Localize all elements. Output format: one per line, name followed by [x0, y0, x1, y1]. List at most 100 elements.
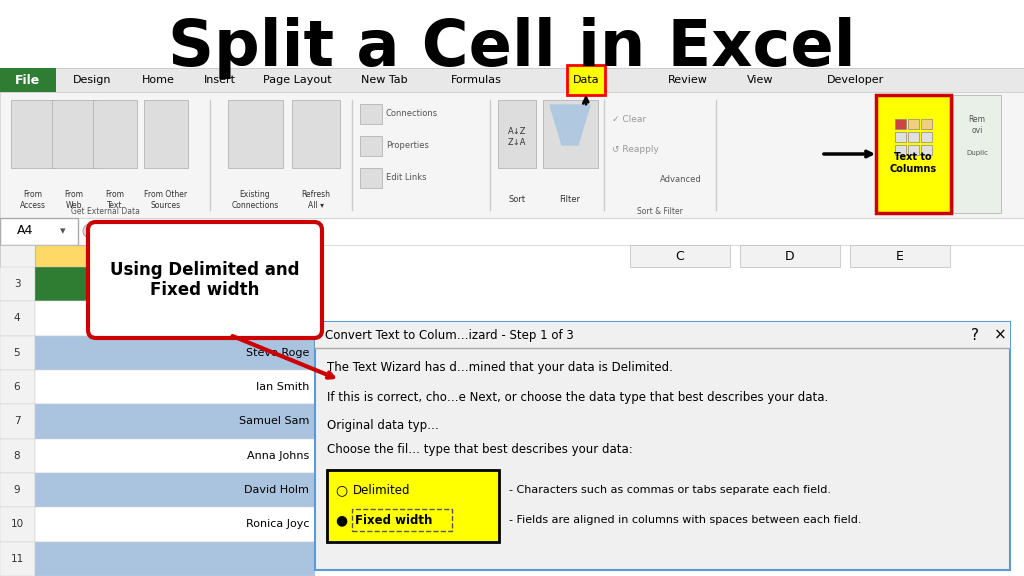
Text: C: C	[676, 249, 684, 263]
FancyBboxPatch shape	[876, 95, 951, 213]
Text: Page Layout: Page Layout	[262, 75, 332, 85]
Text: Formulas: Formulas	[451, 75, 502, 85]
FancyBboxPatch shape	[908, 145, 919, 155]
FancyBboxPatch shape	[543, 100, 598, 168]
FancyBboxPatch shape	[921, 132, 932, 142]
Text: Rem
ovi: Rem ovi	[969, 115, 985, 135]
Text: Home: Home	[142, 75, 175, 85]
Text: Advanced: Advanced	[660, 176, 701, 184]
FancyBboxPatch shape	[35, 473, 315, 507]
Text: Name: Name	[273, 279, 309, 289]
Text: If this is correct, cho…e Next, or choose the data type that best describes your: If this is correct, cho…e Next, or choos…	[327, 391, 828, 404]
Text: D: D	[785, 249, 795, 263]
Text: Duplic: Duplic	[966, 150, 988, 156]
Text: File: File	[15, 74, 41, 86]
FancyBboxPatch shape	[0, 370, 35, 404]
Text: 10: 10	[10, 520, 24, 529]
Text: Design: Design	[73, 75, 112, 85]
FancyBboxPatch shape	[315, 322, 1010, 348]
Text: Fixed width: Fixed width	[355, 513, 432, 526]
Text: David Holm: David Holm	[244, 485, 309, 495]
FancyBboxPatch shape	[35, 370, 315, 404]
Text: Sort: Sort	[509, 195, 525, 204]
Text: 8: 8	[13, 450, 20, 461]
Text: A4: A4	[16, 225, 33, 237]
FancyBboxPatch shape	[327, 470, 499, 542]
Text: 11: 11	[10, 554, 24, 564]
FancyBboxPatch shape	[850, 245, 950, 267]
FancyBboxPatch shape	[360, 168, 382, 188]
FancyBboxPatch shape	[35, 245, 315, 267]
Text: E: E	[896, 249, 904, 263]
Text: ✓ Clear: ✓ Clear	[612, 116, 646, 124]
FancyBboxPatch shape	[0, 404, 35, 439]
Text: 6: 6	[13, 382, 20, 392]
Text: Choose the fil… type that best describes your data:: Choose the fil… type that best describes…	[327, 444, 633, 457]
Text: Split a Cell in Excel: Split a Cell in Excel	[168, 17, 856, 79]
Text: ×: ×	[993, 328, 1007, 343]
FancyBboxPatch shape	[0, 439, 35, 473]
Text: Data: Data	[572, 75, 599, 85]
Text: Harry Potte: Harry Potte	[246, 313, 309, 323]
Text: Convert Text to Colum…izard - Step 1 of 3: Convert Text to Colum…izard - Step 1 of …	[325, 328, 573, 342]
Text: From
Access: From Access	[19, 190, 46, 210]
FancyBboxPatch shape	[921, 145, 932, 155]
FancyBboxPatch shape	[0, 218, 78, 245]
FancyBboxPatch shape	[52, 100, 95, 168]
Text: 9: 9	[13, 485, 20, 495]
Polygon shape	[550, 105, 590, 145]
FancyBboxPatch shape	[88, 222, 322, 338]
Text: 5: 5	[13, 348, 20, 358]
FancyBboxPatch shape	[0, 218, 1024, 245]
Text: ?: ?	[971, 328, 979, 343]
Text: Delimited: Delimited	[353, 483, 411, 497]
Text: Refresh
All ▾: Refresh All ▾	[301, 190, 331, 210]
FancyBboxPatch shape	[292, 100, 340, 168]
Text: Edit Links: Edit Links	[386, 173, 427, 183]
FancyBboxPatch shape	[566, 65, 605, 95]
Text: A↓Z
Z↓A: A↓Z Z↓A	[508, 127, 526, 147]
FancyBboxPatch shape	[908, 119, 919, 129]
Text: Filter: Filter	[559, 195, 581, 204]
Text: Columns: Columns	[890, 164, 937, 174]
Text: Insert: Insert	[204, 75, 237, 85]
Circle shape	[83, 224, 97, 238]
Text: ↺ Reapply: ↺ Reapply	[612, 146, 658, 154]
FancyBboxPatch shape	[35, 404, 315, 439]
FancyBboxPatch shape	[0, 68, 1024, 92]
FancyBboxPatch shape	[740, 245, 840, 267]
Text: New Tab: New Tab	[360, 75, 408, 85]
Text: ○: ○	[335, 483, 347, 497]
Text: Properties: Properties	[386, 142, 429, 150]
Text: Review: Review	[669, 75, 708, 85]
Text: 3: 3	[13, 279, 20, 289]
FancyBboxPatch shape	[895, 145, 906, 155]
Text: Existing
Connections: Existing Connections	[231, 190, 279, 210]
FancyBboxPatch shape	[0, 541, 35, 576]
Text: Ronica Joyc: Ronica Joyc	[246, 520, 309, 529]
FancyBboxPatch shape	[895, 132, 906, 142]
Text: Anna Johns: Anna Johns	[247, 450, 309, 461]
FancyBboxPatch shape	[0, 68, 56, 92]
FancyBboxPatch shape	[35, 439, 315, 473]
FancyBboxPatch shape	[144, 100, 187, 168]
FancyBboxPatch shape	[93, 100, 136, 168]
Text: Text to: Text to	[894, 152, 932, 162]
Text: Samuel Sam: Samuel Sam	[239, 416, 309, 426]
FancyBboxPatch shape	[0, 301, 35, 336]
FancyBboxPatch shape	[0, 336, 35, 370]
FancyBboxPatch shape	[908, 132, 919, 142]
Text: ▾: ▾	[60, 226, 66, 236]
Text: 7: 7	[13, 416, 20, 426]
Text: View: View	[746, 75, 773, 85]
FancyBboxPatch shape	[228, 100, 283, 168]
FancyBboxPatch shape	[0, 92, 1024, 218]
Text: Get External Data: Get External Data	[71, 207, 139, 217]
Text: Steve Roge: Steve Roge	[246, 348, 309, 358]
Text: A: A	[170, 249, 180, 263]
FancyBboxPatch shape	[11, 100, 54, 168]
FancyBboxPatch shape	[630, 245, 730, 267]
FancyBboxPatch shape	[35, 336, 315, 370]
Text: From Other
Sources: From Other Sources	[144, 190, 187, 210]
FancyBboxPatch shape	[35, 541, 315, 576]
